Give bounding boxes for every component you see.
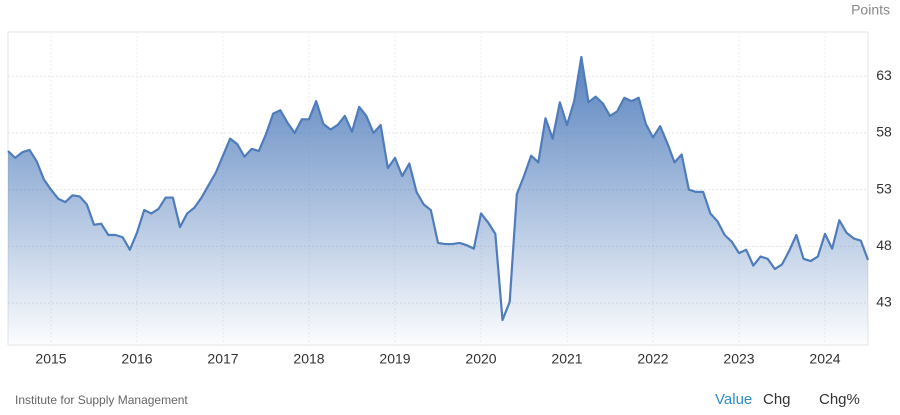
y-tick-label: 58	[876, 124, 892, 140]
x-tick-label: 2022	[637, 351, 668, 367]
x-tick-label: 2017	[207, 351, 238, 367]
x-tick-label: 2023	[723, 351, 754, 367]
tab[interactable]: Chg%	[819, 391, 860, 408]
source: Institute for Supply Management	[15, 393, 188, 407]
tab[interactable]: Chg	[763, 391, 791, 408]
y-tick-label: 48	[876, 237, 892, 253]
x-tick-label: 2020	[465, 351, 496, 367]
y-tick-label: 43	[876, 294, 892, 310]
x-tick-label: 2018	[293, 351, 324, 367]
tab[interactable]: Value	[715, 391, 752, 408]
x-tick-label: 2024	[809, 351, 840, 367]
x-tick-label: 2021	[551, 351, 582, 367]
x-tick-label: 2015	[35, 351, 66, 367]
x-tick-label: 2019	[379, 351, 410, 367]
y-axis-label: Points	[851, 2, 890, 18]
area	[8, 56, 868, 345]
x-tick-label: 2016	[121, 351, 152, 367]
y-tick-label: 53	[876, 180, 892, 196]
y-tick-label: 63	[876, 67, 892, 83]
line	[7, 55, 870, 322]
